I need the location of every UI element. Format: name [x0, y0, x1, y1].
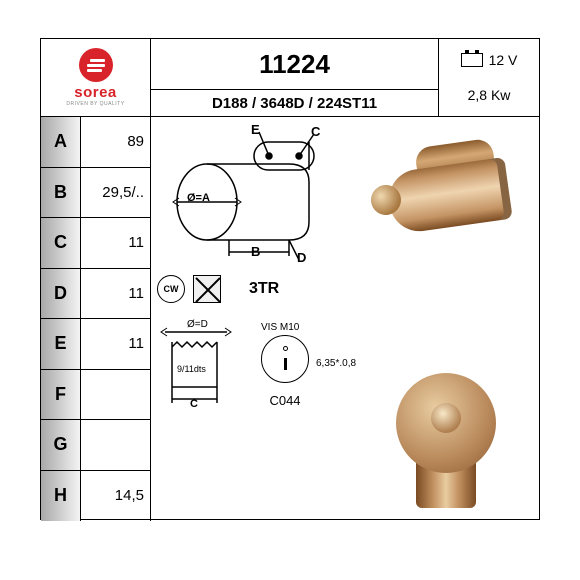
- row-label: A: [41, 117, 81, 168]
- row-label: B: [41, 168, 81, 219]
- electrical-spec: 12 V 2,8 Kw: [439, 39, 539, 117]
- row-label: G: [41, 420, 81, 471]
- row-value: 11: [81, 319, 151, 370]
- battery-icon: [461, 53, 483, 67]
- connector-size: 6,35*.0,8: [316, 358, 356, 369]
- brand-name: sorea: [74, 84, 117, 101]
- diagram-point-c: C: [311, 124, 320, 139]
- connector-code: C044: [261, 393, 309, 408]
- svg-text:Ø=D: Ø=D: [187, 319, 208, 330]
- logo-mark: [79, 48, 113, 82]
- voltage-value: 12 V: [489, 52, 518, 68]
- diagram-dia-a: Ø=A: [187, 192, 210, 204]
- brand-tagline: DRIVEN BY QUALITY: [66, 101, 124, 107]
- crossed-icon: [193, 275, 221, 303]
- row-value: 89: [81, 117, 151, 168]
- schematic-drawing: E C Ø=A B D: [159, 122, 339, 267]
- svg-text:9/11dts: 9/11dts: [177, 364, 206, 374]
- screw-spec: VIS M10: [261, 322, 309, 333]
- row-label: H: [41, 471, 81, 522]
- diagram-point-d: D: [297, 250, 306, 265]
- row-value: 11: [81, 218, 151, 269]
- power-value: 2,8 Kw: [468, 87, 511, 103]
- cross-reference: D188 / 3648D / 224ST11: [151, 89, 439, 117]
- terminal-count: 3TR: [249, 280, 279, 298]
- brand-logo: sorea DRIVEN BY QUALITY: [41, 39, 151, 117]
- row-value: 29,5/..: [81, 168, 151, 219]
- rotation-icon: CW: [157, 275, 185, 303]
- row-label: C: [41, 218, 81, 269]
- product-photo-front: [371, 353, 521, 513]
- row-label: D: [41, 269, 81, 320]
- row-label: E: [41, 319, 81, 370]
- part-number: 11224: [151, 39, 439, 89]
- product-photo-side: [361, 125, 531, 255]
- diagram-point-e: E: [251, 122, 260, 137]
- gear-diagram: Ø=D 9/11dts C: [157, 317, 247, 407]
- diagram-area: E C Ø=A B D CW 3TR: [151, 117, 539, 521]
- connector-diagram: VIS M10 6,35*.0,8 C044: [261, 322, 309, 408]
- diagram-point-b: B: [251, 244, 260, 259]
- rotation-row: CW 3TR: [157, 275, 279, 303]
- spec-sheet: sorea DRIVEN BY QUALITY 11224 D188 / 364…: [40, 38, 540, 520]
- row-value: 14,5: [81, 471, 151, 522]
- row-value: 11: [81, 269, 151, 320]
- row-value: [81, 420, 151, 471]
- row-label: F: [41, 370, 81, 421]
- svg-text:C: C: [190, 398, 198, 407]
- row-value: [81, 370, 151, 421]
